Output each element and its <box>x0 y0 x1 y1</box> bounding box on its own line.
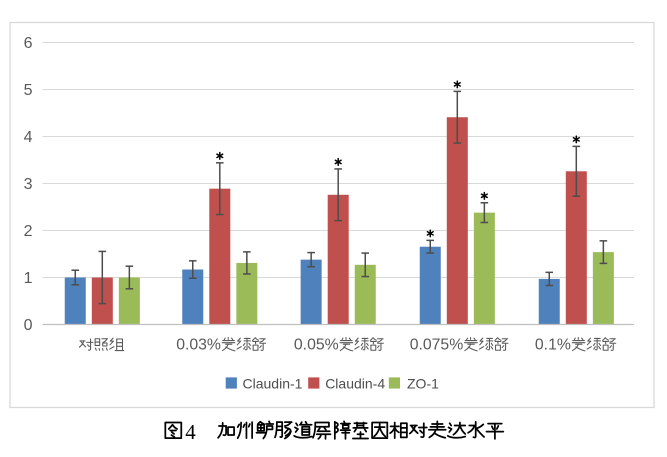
svg-text:Claudin-1: Claudin-1 <box>243 376 303 392</box>
svg-text:4: 4 <box>185 420 196 444</box>
svg-text:0.075%: 0.075% <box>410 336 464 353</box>
svg-text:4: 4 <box>24 129 33 146</box>
svg-text:0.1%: 0.1% <box>535 336 571 353</box>
svg-text:6: 6 <box>24 35 33 52</box>
svg-text:ZO-1: ZO-1 <box>407 376 439 392</box>
svg-text:5: 5 <box>24 82 33 99</box>
svg-text:0.05%: 0.05% <box>294 336 339 353</box>
svg-text:0.03%: 0.03% <box>176 336 221 353</box>
svg-text:3: 3 <box>24 176 33 193</box>
svg-text:Claudin-4: Claudin-4 <box>325 376 385 392</box>
svg-text:2: 2 <box>24 223 33 240</box>
svg-text:0: 0 <box>24 317 33 334</box>
svg-text:1: 1 <box>24 270 33 287</box>
